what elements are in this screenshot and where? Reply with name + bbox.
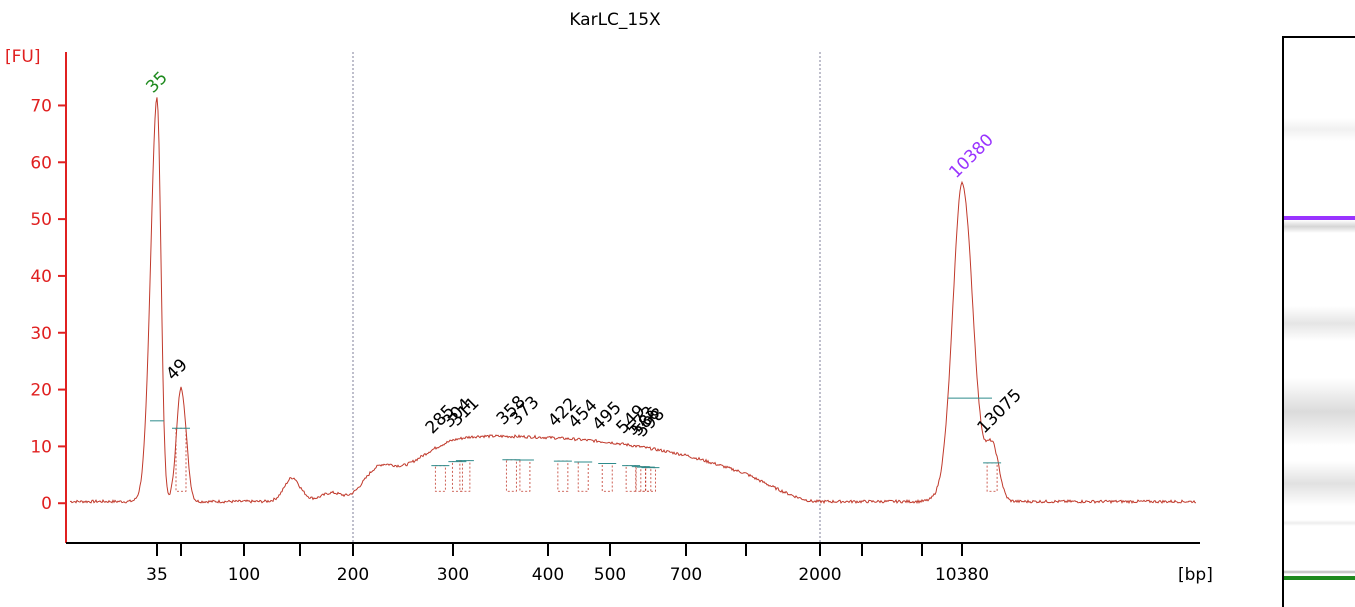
- x-tick-label: 200: [337, 565, 369, 585]
- gel-band-0: [1284, 117, 1355, 141]
- chart-title: KarLC_15X: [569, 10, 661, 30]
- x-tick-label: 500: [594, 565, 626, 585]
- peak-label-49: 49: [162, 355, 191, 384]
- y-tick-label: 20: [30, 381, 52, 401]
- electropherogram-chart: KarLC_15X [FU] [bp] 0 10 20 30 40 50 60 70 35 10…: [5, 10, 1213, 585]
- peak-region-495: [601, 463, 613, 492]
- gel-band-3: [1284, 306, 1355, 341]
- y-tick-label: 50: [30, 210, 52, 230]
- peak-region-549: [625, 465, 637, 492]
- y-tick-label: 40: [30, 267, 52, 287]
- y-tick-label: 60: [30, 153, 52, 173]
- x-tick-label: 300: [437, 565, 469, 585]
- trace-layer: [69, 97, 1197, 505]
- y-tick-label: 10: [30, 437, 52, 457]
- y-tick-label: 30: [30, 324, 52, 344]
- x-tick-label: 2000: [798, 565, 841, 585]
- gel-band-4: [1284, 377, 1355, 447]
- y-axis-label: [FU]: [5, 47, 41, 67]
- peak-region-373: [519, 459, 531, 492]
- x-tick-label: 10380: [935, 565, 989, 585]
- gel-band-2: [1284, 219, 1355, 234]
- gel-band-5: [1284, 460, 1355, 507]
- peak-region-311: [459, 460, 471, 492]
- peak-region-454: [577, 461, 589, 492]
- gel-band-7: [1284, 569, 1355, 575]
- upper-marker-label: 10380: [945, 130, 997, 182]
- y-tick-label: 70: [30, 96, 52, 116]
- peak-region-586: [640, 466, 652, 492]
- gel-band-1: [1284, 215, 1355, 220]
- peak-label-13075: 13075: [973, 385, 1025, 437]
- peak-region-49: [175, 427, 187, 492]
- x-tick-label: 400: [532, 565, 564, 585]
- gel-lane: [1282, 36, 1355, 607]
- y-tick-label: 0: [41, 494, 52, 514]
- x-tick-label: 700: [670, 565, 702, 585]
- peak-region-13075: [986, 462, 998, 492]
- trace-line: [69, 97, 1197, 505]
- peak-region-422: [557, 460, 569, 492]
- lower-marker-label: 35: [142, 68, 171, 97]
- peak-region-598: [645, 467, 656, 492]
- x-tick-label: 100: [228, 565, 260, 585]
- peak-region-358: [505, 459, 517, 492]
- x-axis-label: [bp]: [1178, 565, 1213, 585]
- gel-band-6: [1284, 520, 1355, 527]
- x-tick-label: 35: [146, 565, 168, 585]
- peak-region-285: [434, 465, 446, 492]
- peak-region-304: [451, 461, 463, 492]
- y-axis: 0 10 20 30 40 50 60 70: [30, 52, 67, 543]
- x-axis: 35 100 200 300 400 500 700 2000 10380: [66, 542, 1200, 585]
- gel-band-8: [1284, 575, 1355, 580]
- region-lines: [352, 52, 821, 543]
